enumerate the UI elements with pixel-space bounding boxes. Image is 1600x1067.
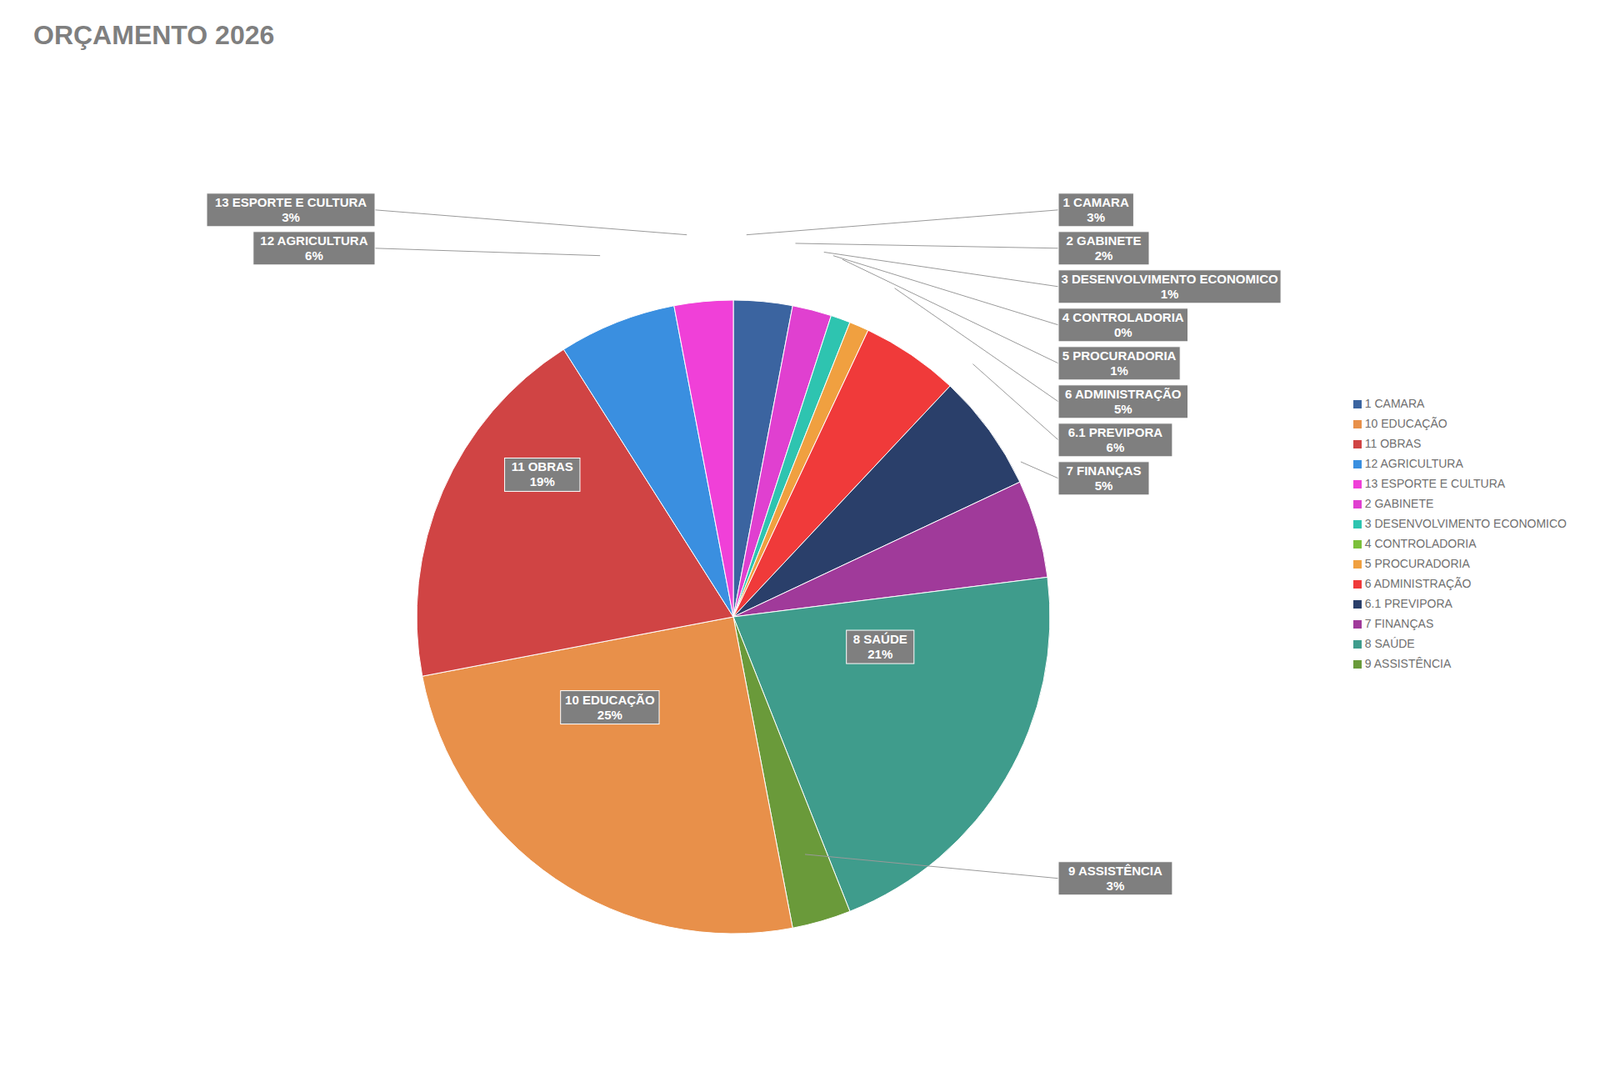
svg-text:1%: 1%	[1110, 363, 1129, 378]
svg-text:2 GABINETE: 2 GABINETE	[1065, 233, 1141, 248]
html-text:6.1 PREVIPORA: 6.1 PREVIPORA	[1364, 596, 1453, 610]
svg-text:11 OBRAS: 11 OBRAS	[511, 459, 574, 474]
svg-text:21%: 21%	[867, 646, 893, 661]
html-text:8 SAÚDE: 8 SAÚDE	[1364, 636, 1415, 650]
html-text:10 EDUCAÇÃO: 10 EDUCAÇÃO	[1364, 416, 1448, 430]
svg-text:0%: 0%	[1114, 325, 1133, 340]
svg-text:5%: 5%	[1095, 478, 1114, 493]
html-text:11 OBRAS: 11 OBRAS	[1364, 436, 1421, 450]
svg-text:9 ASSISTÊNCIA: 9 ASSISTÊNCIA	[1068, 863, 1163, 878]
svg-text:8 SAÚDE: 8 SAÚDE	[853, 631, 908, 646]
svg-text:2%: 2%	[1095, 248, 1114, 263]
html-text:1 CAMARA: 1 CAMARA	[1364, 396, 1425, 410]
svg-text:6%: 6%	[1106, 440, 1125, 455]
svg-text:25%: 25%	[597, 707, 623, 722]
html-text:4 CONTROLADORIA: 4 CONTROLADORIA	[1364, 536, 1477, 550]
svg-text:6.1 PREVIPORA: 6.1 PREVIPORA	[1068, 425, 1164, 440]
html-text:9 ASSISTÊNCIA: 9 ASSISTÊNCIA	[1364, 656, 1452, 670]
svg-text:7 FINANÇAS: 7 FINANÇAS	[1065, 463, 1141, 478]
html-text:6 ADMINISTRAÇÃO: 6 ADMINISTRAÇÃO	[1364, 576, 1472, 590]
html-text:13 ESPORTE E CULTURA: 13 ESPORTE E CULTURA	[1364, 476, 1506, 490]
svg-text:12 AGRICULTURA: 12 AGRICULTURA	[260, 233, 368, 248]
html-text:7 FINANÇAS: 7 FINANÇAS	[1364, 616, 1434, 630]
html-text:2 GABINETE: 2 GABINETE	[1364, 496, 1434, 510]
svg-text:5%: 5%	[1114, 401, 1133, 416]
svg-text:13 ESPORTE E CULTURA: 13 ESPORTE E CULTURA	[215, 195, 367, 210]
html-text:5 PROCURADORIA: 5 PROCURADORIA	[1364, 556, 1470, 570]
svg-text:3 DESENVOLVIMENTO ECONOMICO: 3 DESENVOLVIMENTO ECONOMICO	[1060, 271, 1279, 286]
html-text:ORÇAMENTO 2026: ORÇAMENTO 2026	[33, 20, 275, 50]
svg-text:1 CAMARA: 1 CAMARA	[1063, 195, 1130, 210]
svg-text:10 EDUCAÇÃO: 10 EDUCAÇÃO	[565, 692, 655, 707]
svg-text:5 PROCURADORIA: 5 PROCURADORIA	[1062, 348, 1177, 363]
svg-text:1%: 1%	[1160, 286, 1180, 301]
svg-text:3%: 3%	[1086, 210, 1105, 225]
svg-text:3%: 3%	[1106, 878, 1125, 893]
svg-text:3%: 3%	[281, 210, 300, 225]
svg-text:6%: 6%	[305, 248, 324, 263]
svg-text:19%: 19%	[530, 474, 555, 489]
svg-text:6 ADMINISTRAÇÃO: 6 ADMINISTRAÇÃO	[1065, 386, 1182, 401]
svg-text:4 CONTROLADORIA: 4 CONTROLADORIA	[1062, 310, 1185, 325]
html-text:12 AGRICULTURA: 12 AGRICULTURA	[1364, 456, 1464, 470]
html-text:3 DESENVOLVIMENTO ECONOMICO: 3 DESENVOLVIMENTO ECONOMICO	[1364, 516, 1567, 530]
